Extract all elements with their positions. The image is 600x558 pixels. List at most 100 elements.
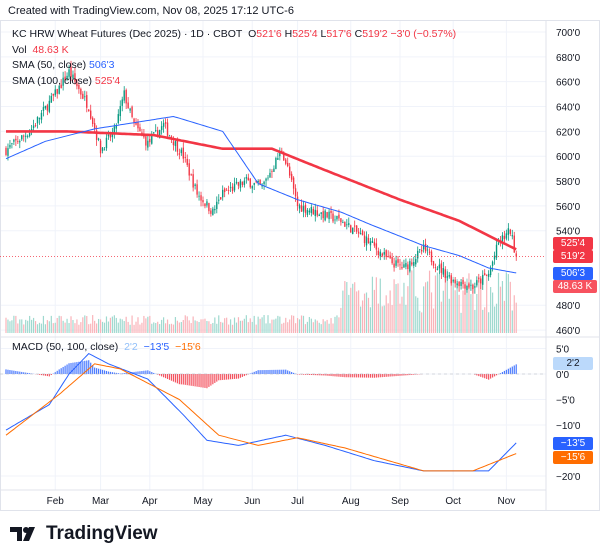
candle-body [251, 186, 253, 189]
macd-tick-label: 5'0 [556, 345, 569, 356]
candle-body [344, 221, 346, 227]
candle-body [399, 264, 401, 266]
macd-histogram-bar [184, 374, 186, 385]
candle-body [111, 132, 114, 137]
sma50-label[interactable]: SMA (50, close) [12, 59, 87, 71]
time-tick-label: Jul [291, 496, 304, 507]
macd-histogram-bar [369, 374, 372, 378]
macd-histogram-bar [163, 374, 165, 378]
candle-body [139, 127, 141, 132]
volume-bar [188, 320, 190, 333]
macd-histogram-bar [44, 374, 46, 376]
volume-bar [153, 322, 155, 333]
candle-body [417, 250, 419, 259]
macd-histogram-bar [367, 374, 370, 378]
volume-bar [277, 315, 279, 333]
tradingview-logo[interactable]: TradingView [10, 523, 158, 545]
candle-body [273, 168, 275, 172]
macd-histogram-bar [208, 374, 210, 387]
candle-body [206, 201, 208, 206]
volume-bar [82, 317, 84, 333]
macd-legend: MACD (50, 100, close) 2'2 −13'5 −15'6 [12, 341, 201, 353]
macd-histogram-bar [383, 374, 385, 377]
macd-histogram-bar [170, 374, 173, 381]
candle-body [472, 284, 474, 290]
volume-bar [450, 277, 452, 333]
legend: KC HRW Wheat Futures (Dec 2025) · 1D · C… [12, 27, 456, 89]
volume-bar [480, 282, 482, 333]
volume-bar [283, 322, 285, 333]
candle-body [497, 242, 500, 245]
candle-body [285, 159, 287, 164]
volume-bar [149, 315, 151, 333]
volume-bar [387, 303, 389, 333]
macd-histogram-bar [15, 370, 17, 374]
candle-body [302, 206, 305, 212]
macd-histogram-bar [137, 371, 139, 374]
candle-body [198, 195, 200, 197]
volume-bar [13, 315, 15, 333]
volume-bar [423, 286, 425, 333]
volume-bar [202, 319, 204, 333]
candle-body [151, 135, 153, 144]
candle-body [288, 166, 291, 176]
macd-histogram-bar [192, 374, 194, 387]
volume-bar [155, 323, 157, 333]
candle-body [21, 135, 23, 140]
volume-bar [72, 320, 74, 333]
candle-body [480, 278, 482, 284]
volume-bar [78, 324, 80, 333]
candle-body [80, 88, 82, 95]
candle-body [397, 259, 399, 263]
volume-bar [109, 317, 112, 333]
macd-histogram-bar [117, 373, 119, 374]
volume-bar [395, 284, 397, 333]
time-tick-label: Apr [142, 496, 158, 507]
macd-histogram-bar [97, 368, 100, 374]
volume-bar [119, 318, 121, 333]
candle-body [235, 181, 238, 184]
candle-body [164, 122, 167, 124]
symbol-title[interactable]: KC HRW Wheat Futures (Dec 2025) · 1D · C… [12, 28, 243, 40]
time-tick-label: Aug [342, 496, 360, 507]
macd-histogram-bar [484, 374, 486, 379]
macd-label[interactable]: MACD (50, 100, close) [12, 341, 119, 353]
macd-histogram-bar [139, 371, 141, 374]
volume-bar [344, 281, 346, 333]
vol-label[interactable]: Vol [12, 43, 27, 56]
volume-bar [413, 268, 415, 333]
candle-body [320, 212, 322, 214]
macd-histogram-bar [257, 370, 259, 374]
candle-body [448, 275, 450, 277]
sma100-label[interactable]: SMA (100, close) [12, 74, 92, 87]
candle-body [424, 243, 427, 252]
volume-bar [373, 289, 375, 333]
macd-histogram-bar [84, 360, 86, 374]
candle-body [476, 280, 478, 286]
volume-bar [253, 315, 255, 333]
volume-bar [312, 322, 314, 333]
volume-bar [340, 307, 342, 333]
macd-histogram-bar [161, 374, 163, 377]
volume-bar [111, 316, 113, 333]
macd-histogram-bar [78, 361, 80, 374]
candle-body [88, 109, 90, 112]
candle-body [190, 173, 192, 175]
volume-bar [354, 282, 356, 333]
o-label: O [248, 28, 257, 40]
volume-bar [233, 317, 236, 333]
candle-body [442, 267, 445, 275]
macd-tick-label: −10'0 [556, 421, 581, 432]
volume-bar [17, 323, 19, 333]
macd-histogram-bar [312, 374, 314, 376]
tradingview-logo-icon [10, 527, 35, 541]
candle-body [107, 134, 110, 137]
macd-histogram-bar [23, 372, 25, 374]
candle-body [184, 157, 186, 158]
volume-bar [42, 315, 45, 333]
candle-body [233, 183, 236, 191]
candle-body [415, 259, 417, 265]
volume-bar [464, 293, 466, 333]
candle-body [72, 74, 74, 79]
